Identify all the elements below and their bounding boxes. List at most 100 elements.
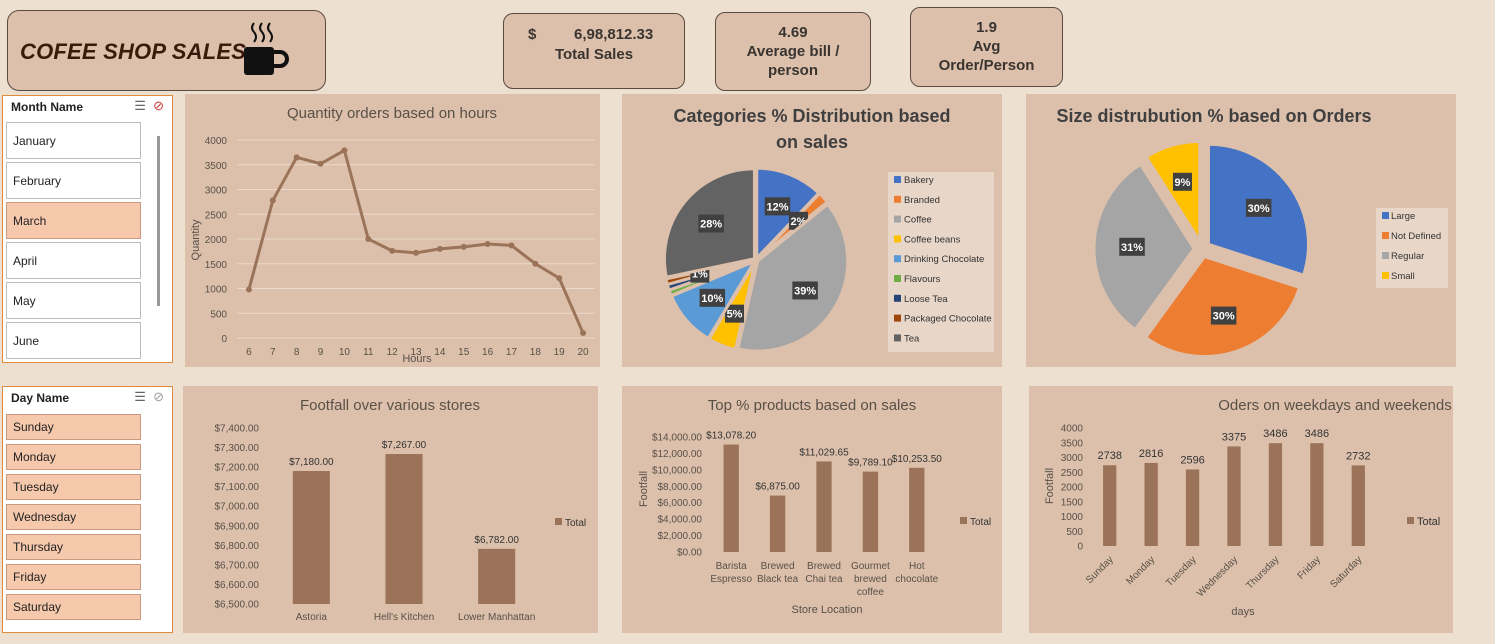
legend-entry: Total	[970, 517, 991, 528]
data-label: $13,078.20	[706, 431, 756, 442]
data-label: 10%	[701, 293, 723, 305]
size-chart-panel: Size distrubution % based on Orders 30% 30…	[1026, 94, 1456, 367]
category-slice	[736, 202, 850, 353]
legend-swatch	[894, 195, 901, 203]
stores-chart-panel: Footfall over various stores $6,500.00 $6,…	[183, 386, 598, 633]
legend-swatch	[960, 517, 967, 524]
x-tick-label: 11	[363, 347, 374, 358]
y-tick-label: 2500	[205, 210, 228, 221]
month-slicer-scrollbar[interactable]	[157, 136, 160, 306]
x-tick-label: Monday	[1124, 554, 1157, 587]
bar	[862, 471, 879, 552]
month-slicer-item-january[interactable]: January	[6, 122, 141, 159]
hours-chart-panel: Quantity orders based on hours 0 500 1000 15…	[185, 94, 600, 367]
x-tick-label: Espresso	[710, 574, 752, 585]
legend-entry: Coffee beans	[904, 234, 961, 245]
legend-swatch	[894, 334, 901, 342]
month-slicer-item-june[interactable]: June	[6, 322, 141, 359]
day-slicer-item-saturday[interactable]: Saturday	[6, 594, 141, 620]
day-slicer-item-wednesday[interactable]: Wednesday	[6, 504, 141, 530]
day-slicer-item-sunday[interactable]: Sunday	[6, 414, 141, 440]
kpi-total-sales: $ 6,98,812.33 Total Sales	[503, 13, 685, 89]
size-slice	[1144, 139, 1202, 247]
y-tick-label: 1000	[1061, 512, 1084, 523]
data-point	[460, 243, 467, 250]
x-tick-label: 8	[294, 347, 300, 358]
data-label: 28%	[700, 219, 722, 231]
kpi-avg-order-label-2: Order/Person	[938, 57, 1035, 74]
legend-swatch	[1407, 517, 1414, 524]
y-tick-label: 3000	[205, 186, 228, 197]
x-tick-label: Friday	[1296, 554, 1323, 581]
month-slicer-item-may[interactable]: May	[6, 282, 141, 319]
bar	[1144, 462, 1158, 546]
kpi-average-bill-label-2: person	[767, 62, 818, 79]
data-label: $6,782.00	[474, 535, 519, 546]
data-label-box	[698, 214, 724, 233]
month-slicer-item-february[interactable]: February	[6, 162, 141, 199]
x-axis-label: days	[1231, 606, 1255, 618]
multi-select-icon[interactable]: ☰	[134, 98, 146, 113]
series-line	[247, 148, 585, 334]
y-tick-label: $4,000.00	[658, 515, 703, 526]
x-tick-label: 14	[434, 347, 446, 358]
legend-entry: Small	[1391, 271, 1415, 282]
y-axis-label: Footfall	[1044, 468, 1056, 504]
bar	[1185, 469, 1200, 546]
data-label-box	[1119, 237, 1145, 256]
data-label: 31%	[1121, 242, 1143, 254]
bar	[816, 461, 832, 552]
clear-filter-icon[interactable]: ⊘	[153, 389, 164, 404]
legend-entry: Branded	[904, 195, 940, 206]
size-pie-chart: Size distrubution % based on Orders 30% 30…	[1056, 106, 1448, 359]
data-point	[436, 245, 443, 252]
products-bar-chart: Top % products based on sales $0.00 $2,000…	[638, 397, 991, 616]
x-tick-label: Astoria	[296, 612, 328, 623]
data-point	[556, 275, 563, 282]
bar	[769, 495, 786, 552]
x-tick-label: Brewed	[807, 561, 841, 572]
data-point	[245, 286, 252, 293]
data-label: 30%	[1213, 311, 1235, 323]
legend-entry: Total	[565, 518, 586, 529]
legend-swatch	[894, 314, 901, 322]
legend-entry: Regular	[1391, 251, 1424, 262]
day-slicer-item-tuesday[interactable]: Tuesday	[6, 474, 141, 500]
data-label-box	[764, 197, 791, 216]
legend-swatch	[894, 176, 901, 183]
y-tick-label: 4000	[205, 136, 228, 147]
data-label: 2596	[1180, 454, 1204, 466]
data-label-box	[699, 288, 726, 307]
category-slice	[664, 259, 755, 287]
month-slicer-item-march[interactable]: March	[6, 202, 141, 239]
legend-entry: Coffee	[904, 215, 932, 226]
data-label: 3375	[1222, 431, 1246, 443]
data-label: 30%	[1248, 203, 1270, 215]
chart-title: Size distrubution % based on Orders	[1056, 106, 1371, 126]
data-label: 5%	[727, 309, 743, 321]
day-slicer-item-friday[interactable]: Friday	[6, 564, 141, 590]
data-label-box	[1210, 306, 1237, 325]
day-slicer-item-thursday[interactable]: Thursday	[6, 534, 141, 560]
data-label: $7,180.00	[289, 457, 334, 468]
data-label-box	[792, 281, 818, 300]
x-tick-label: 10	[339, 347, 351, 358]
x-tick-label: 20	[578, 347, 590, 358]
clear-filter-icon[interactable]: ⊘	[153, 98, 164, 113]
x-tick-label: Barista	[716, 561, 748, 572]
multi-select-icon[interactable]: ☰	[134, 389, 146, 404]
x-tick-label: 15	[458, 347, 470, 358]
month-slicer-item-april[interactable]: April	[6, 242, 141, 279]
day-slicer-item-monday[interactable]: Monday	[6, 444, 141, 470]
month-slicer-title: Month Name	[11, 100, 83, 114]
data-label: 39%	[794, 285, 816, 297]
data-label: 12%	[766, 201, 788, 213]
chart-title: Footfall over various stores	[300, 397, 480, 414]
x-tick-label: Hell's Kitchen	[374, 612, 434, 623]
data-label-box	[1245, 198, 1272, 217]
kpi-avg-order: 1.9 Avg Order/Person	[910, 7, 1063, 87]
x-tick-label: 17	[506, 347, 518, 358]
legend-swatch	[894, 235, 901, 243]
data-point	[365, 236, 372, 242]
data-label-box	[1172, 172, 1192, 191]
